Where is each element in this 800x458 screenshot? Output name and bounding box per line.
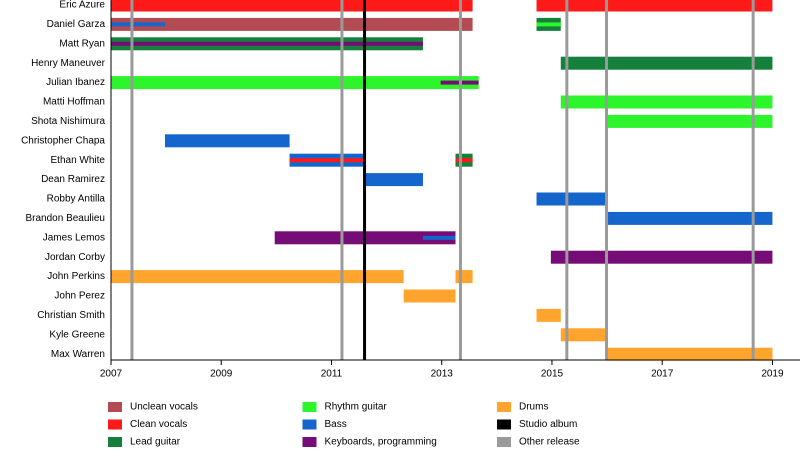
legend-swatch — [108, 402, 122, 412]
bar — [560, 95, 773, 109]
legend-swatch — [497, 419, 511, 430]
bar — [111, 0, 473, 12]
bar — [364, 173, 423, 187]
x-tick-label: 2011 — [321, 369, 343, 380]
legend-swatch — [302, 402, 317, 412]
row-label: Daniel Garza — [47, 19, 106, 30]
bar — [560, 56, 773, 70]
bar — [536, 308, 561, 322]
bar — [536, 0, 773, 12]
row-label: John Perez — [54, 291, 105, 302]
x-tick-label: 2007 — [100, 369, 123, 380]
row-label: Max Warren — [51, 349, 105, 360]
row-label: Henry Maneuver — [31, 58, 106, 69]
legend-swatch — [302, 419, 317, 430]
legend-swatch — [302, 437, 317, 447]
legend-label: Drums — [519, 402, 548, 413]
row-label: James Lemos — [43, 232, 105, 243]
x-tick-label: 2017 — [651, 369, 674, 380]
row-label: Christopher Chapa — [21, 135, 105, 146]
bar — [536, 192, 607, 206]
legend-label: Keyboards, programming — [325, 437, 437, 448]
bar — [165, 134, 290, 148]
legend-swatch — [497, 402, 511, 412]
bar — [606, 347, 773, 361]
inner-bar — [455, 158, 473, 163]
legend-label: Clean vocals — [130, 419, 187, 430]
bar — [111, 76, 479, 90]
bar — [606, 114, 773, 128]
legend-label: Rhythm guitar — [325, 402, 388, 413]
inner-bar — [536, 22, 561, 27]
bar — [111, 270, 404, 284]
legend-swatch — [108, 419, 122, 430]
legend-swatch — [108, 437, 122, 447]
row-label: Matt Ryan — [59, 38, 105, 49]
bar — [606, 211, 773, 225]
inner-bar — [111, 41, 423, 46]
row-label: Dean Ramirez — [41, 174, 105, 185]
bar — [403, 289, 456, 303]
row-label: Julian Ibanez — [46, 77, 105, 88]
row-label: Robby Antilla — [47, 194, 106, 205]
row-label: Ethan White — [51, 155, 106, 166]
inner-bar — [422, 235, 456, 240]
legend-label: Other release — [519, 437, 580, 448]
row-label: Brandon Beaulieu — [25, 213, 105, 224]
inner-bar — [111, 22, 166, 27]
x-tick-label: 2013 — [431, 369, 454, 380]
row-label: Jordan Corby — [45, 252, 105, 263]
x-tick-label: 2019 — [761, 369, 784, 380]
row-label: Shota Nishimura — [31, 116, 105, 127]
row-label: Matti Hoffman — [43, 97, 105, 108]
inner-bar — [289, 158, 365, 163]
x-tick-label: 2015 — [541, 369, 564, 380]
row-label: Christian Smith — [37, 310, 105, 321]
legend-swatch — [497, 437, 511, 447]
bar — [111, 17, 473, 31]
bar — [560, 328, 607, 342]
legend-label: Unclean vocals — [130, 402, 198, 413]
bar — [455, 270, 473, 284]
row-label: Kyle Greene — [49, 329, 105, 340]
row-label: John Perkins — [47, 271, 105, 282]
x-tick-label: 2009 — [210, 369, 233, 380]
bar — [550, 250, 773, 264]
legend-label: Studio album — [519, 419, 577, 430]
legend-label: Bass — [325, 419, 347, 430]
row-label: Eric Azure — [59, 0, 105, 11]
legend-label: Lead guitar — [130, 437, 181, 448]
